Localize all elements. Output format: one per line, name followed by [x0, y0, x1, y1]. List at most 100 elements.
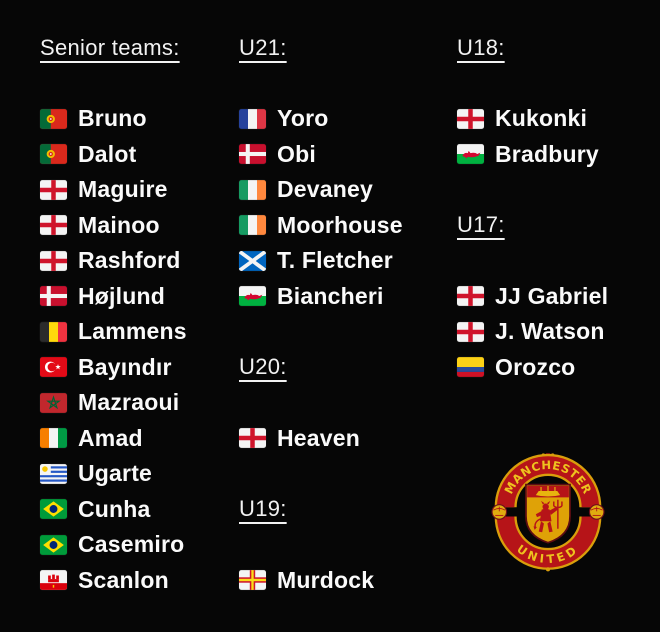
- scotland-flag-icon: [239, 250, 266, 271]
- crest-bottom-ornament: [545, 567, 551, 572]
- gibraltar-flag-icon: [40, 570, 67, 591]
- player-name: Bruno: [78, 105, 147, 132]
- player-name: Bayındır: [78, 353, 172, 380]
- player-row: Mainoo: [40, 208, 187, 244]
- player-row: Højlund: [40, 279, 187, 315]
- england-flag-icon: [457, 321, 484, 342]
- player-row: Kukonki: [457, 101, 608, 137]
- player-row: Devaney: [239, 172, 403, 208]
- player-name: Højlund: [78, 282, 165, 309]
- player-name: Obi: [277, 140, 316, 167]
- ship-icon: [535, 485, 561, 497]
- player-name: Mazraoui: [78, 389, 180, 416]
- morocco-flag-icon: [40, 392, 67, 413]
- manchester-united-crest: MANCHESTER UNITED: [490, 451, 606, 574]
- player-row: T. Fletcher: [239, 243, 403, 279]
- player-name: Maguire: [78, 176, 168, 203]
- player-name: Cunha: [78, 495, 151, 522]
- england-flag-icon: [40, 215, 67, 236]
- player-name: Lammens: [78, 318, 187, 345]
- player-row: Cunha: [40, 492, 187, 528]
- belgium-flag-icon: [40, 321, 67, 342]
- colombia-flag-icon: [457, 357, 484, 378]
- wales-flag-icon: [239, 286, 266, 307]
- player-row: Dalot: [40, 137, 187, 173]
- player-row: Amad: [40, 421, 187, 457]
- section-title: U18:: [457, 34, 505, 60]
- brazil-flag-icon: [40, 534, 67, 555]
- section-gap: [457, 172, 608, 208]
- player-name: Devaney: [277, 176, 374, 203]
- ireland-flag-icon: [239, 215, 266, 236]
- england-flag-icon: [457, 108, 484, 129]
- player-name: Moorhouse: [277, 211, 403, 238]
- left-football-icon: [491, 504, 508, 520]
- column-3: U18: Kukonki Bradbury U17: JJ Gabriel J. Wats…: [457, 30, 608, 385]
- player-row: Orozco: [457, 350, 608, 386]
- player-name: Yoro: [277, 105, 329, 132]
- player-name: T. Fletcher: [277, 247, 393, 274]
- player-row: Casemiro: [40, 527, 187, 563]
- section-title: U20:: [239, 354, 287, 380]
- denmark-flag-icon: [239, 144, 266, 165]
- england-flag-icon: [40, 179, 67, 200]
- player-row: Obi: [239, 137, 403, 173]
- header-gap: [239, 527, 403, 563]
- player-name: Biancheri: [277, 282, 384, 309]
- player-name: Ugarte: [78, 460, 153, 487]
- player-row: Heaven: [239, 421, 403, 457]
- guernsey-flag-icon: [239, 570, 266, 591]
- player-name: Murdock: [277, 566, 375, 593]
- player-row: JJ Gabriel: [457, 279, 608, 315]
- header-gap: [239, 385, 403, 421]
- denmark-flag-icon: [40, 286, 67, 307]
- brazil-flag-icon: [40, 499, 67, 520]
- header-gap: [239, 66, 403, 102]
- player-row: Maguire: [40, 172, 187, 208]
- player-row: Murdock: [239, 563, 403, 599]
- player-name: Dalot: [78, 140, 137, 167]
- header-gap: [457, 243, 608, 279]
- red-devil-icon: [533, 499, 563, 533]
- england-flag-icon: [40, 250, 67, 271]
- player-name: JJ Gabriel: [495, 282, 609, 309]
- section-title: U17:: [457, 212, 505, 238]
- turkey-flag-icon: [40, 357, 67, 378]
- player-row: Lammens: [40, 314, 187, 350]
- player-row: Scanlon: [40, 563, 187, 599]
- uruguay-flag-icon: [40, 463, 67, 484]
- section-gap: [239, 314, 403, 350]
- player-row: J. Watson: [457, 314, 608, 350]
- player-name: Mainoo: [78, 211, 160, 238]
- player-row: Ugarte: [40, 456, 187, 492]
- player-row: Mazraoui: [40, 385, 187, 421]
- section-title: Senior teams:: [40, 34, 180, 60]
- portugal-flag-icon: [40, 108, 67, 129]
- header-gap: [40, 66, 187, 102]
- wales-flag-icon: [457, 144, 484, 165]
- crest-shield: [525, 483, 571, 544]
- player-name: Orozco: [495, 353, 576, 380]
- france-flag-icon: [239, 108, 266, 129]
- ireland-flag-icon: [239, 179, 266, 200]
- player-name: Kukonki: [495, 105, 588, 132]
- player-row: Rashford: [40, 243, 187, 279]
- column-1: Senior teams: Bruno Dalot Maguire Mainoo Rash…: [40, 30, 187, 598]
- column-2: U21: Yoro Obi Devaney Moorhouse T. Fletcher Bi…: [239, 30, 403, 598]
- player-name: Bradbury: [495, 140, 599, 167]
- header-gap: [457, 66, 608, 102]
- player-name: Scanlon: [78, 566, 169, 593]
- player-name: Rashford: [78, 247, 181, 274]
- player-row: Bruno: [40, 101, 187, 137]
- section-gap: [239, 456, 403, 492]
- player-name: Amad: [78, 424, 143, 451]
- player-name: J. Watson: [495, 318, 605, 345]
- england-flag-icon: [457, 286, 484, 307]
- section-title: U21:: [239, 34, 287, 60]
- ivory-coast-flag-icon: [40, 428, 67, 449]
- england-flag-icon: [239, 428, 266, 449]
- player-row: Bradbury: [457, 137, 608, 173]
- player-row: Biancheri: [239, 279, 403, 315]
- player-row: Bayındır: [40, 350, 187, 386]
